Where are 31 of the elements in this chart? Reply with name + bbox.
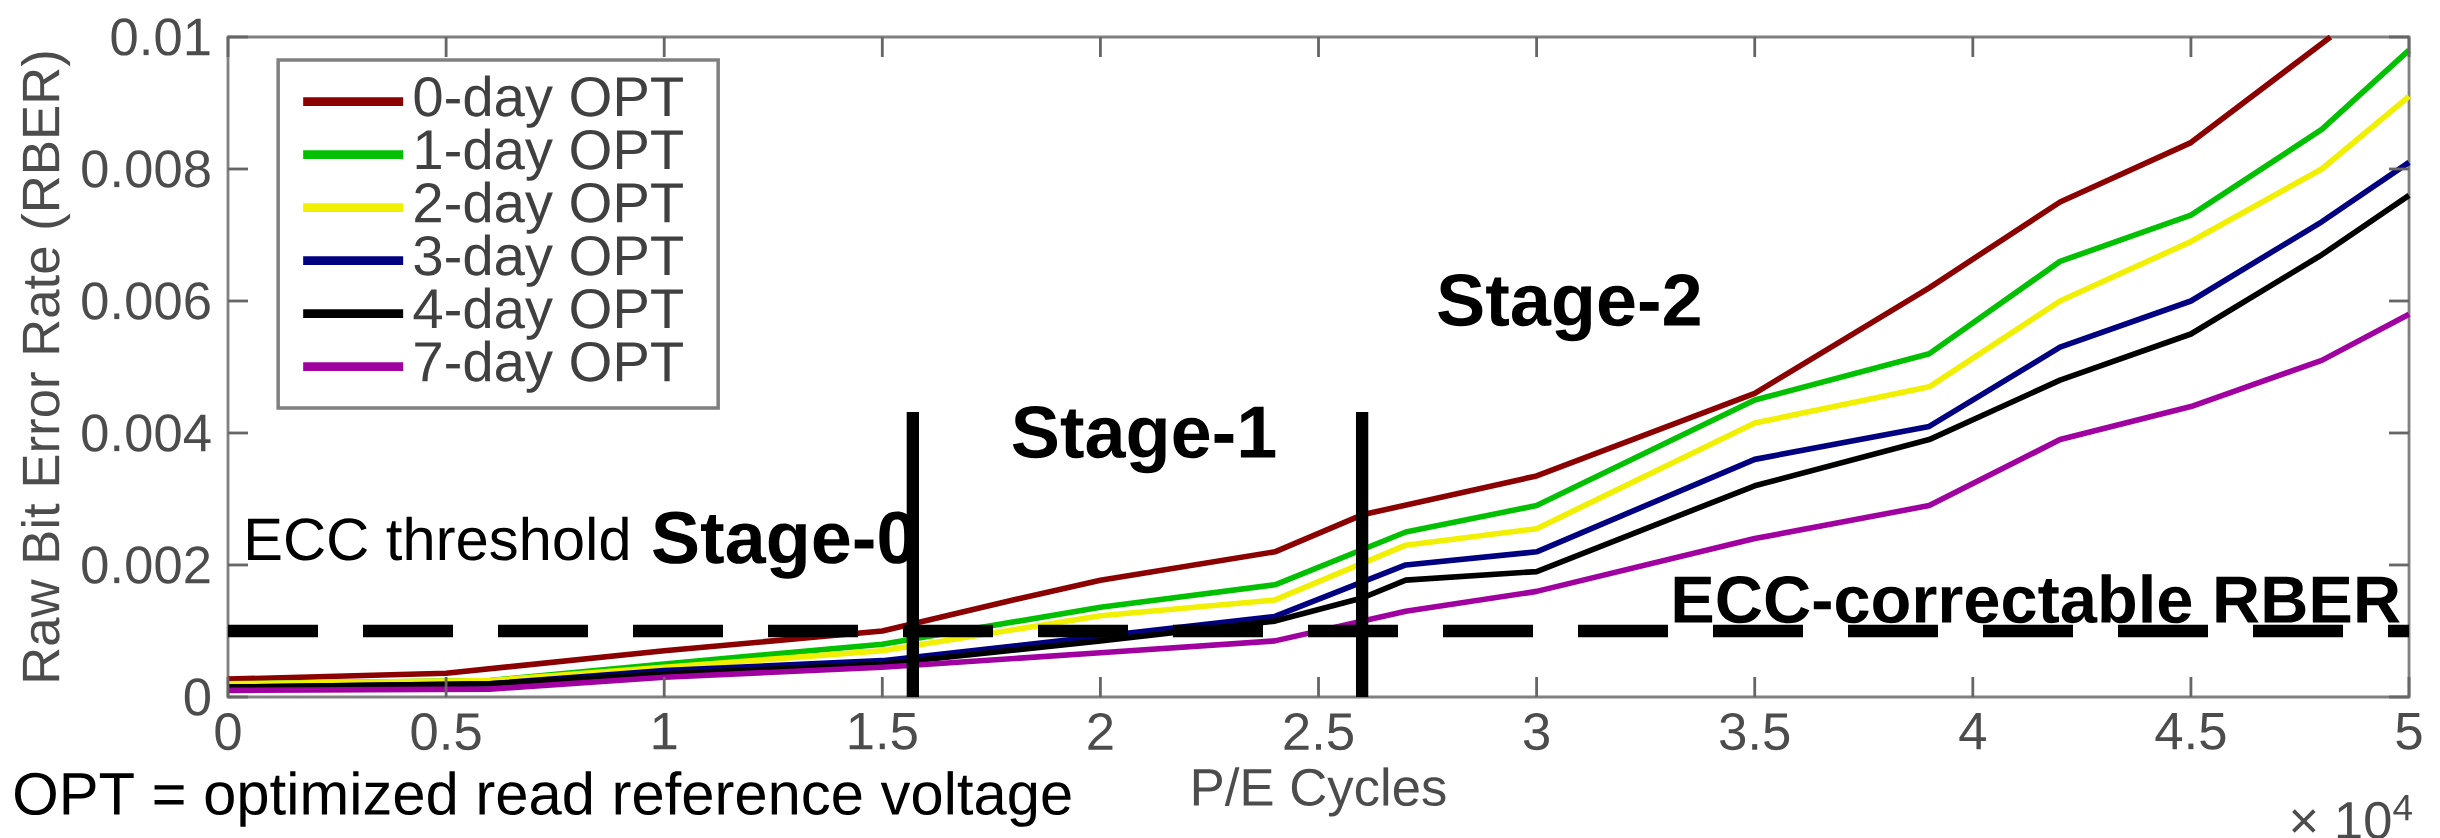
legend-label: 1-day OPT <box>416 128 683 181</box>
y-tick-label: 0.008 <box>82 150 210 188</box>
ref-line-label: ECC-correctable RBER <box>1674 574 2400 624</box>
x-tick-label: 5 <box>2396 712 2422 750</box>
x-tick-label: 0 <box>215 712 241 751</box>
y-tick-label: 0.002 <box>82 546 210 584</box>
x-tick-label: 2.5 <box>1284 712 1353 751</box>
annotation: ECC threshold <box>248 516 628 561</box>
y-tick-label: 0 <box>184 678 210 716</box>
y-tick-label: 0.01 <box>111 18 210 56</box>
x-tick-label: 3.5 <box>1720 712 1790 751</box>
legend-label: 7-day OPT <box>415 340 683 393</box>
legend-label: 0-day OPT <box>414 75 683 128</box>
x-tick-label: 4 <box>1959 712 1986 750</box>
annotation: Stage-1 <box>1012 405 1276 474</box>
x-tick-label: 2 <box>1088 712 1113 750</box>
x-axis-title: P/E Cycles <box>1193 767 1446 817</box>
y-tick-label: 0.004 <box>82 414 211 452</box>
y-tick-label: 0.006 <box>82 282 210 320</box>
annotation: Stage-2 <box>1438 274 1700 342</box>
legend-label: 3-day OPT <box>414 234 683 287</box>
x-tick-label: 4.5 <box>2155 712 2226 750</box>
x-tick-label: 3 <box>1523 712 1549 751</box>
y-axis-title: Raw Bit Error Rate (RBER) <box>20 52 71 681</box>
x-tick-label: 1 <box>653 712 677 750</box>
annotation: Stage-0 <box>653 511 915 579</box>
text: OPT = optimized read reference voltage <box>15 771 1071 827</box>
x-tick-label: 1.5 <box>849 712 917 750</box>
x-tick-label: 0.5 <box>411 712 481 751</box>
legend-label: 4-day OPT <box>413 287 683 340</box>
legend-label: 2-day OPT <box>415 181 683 234</box>
